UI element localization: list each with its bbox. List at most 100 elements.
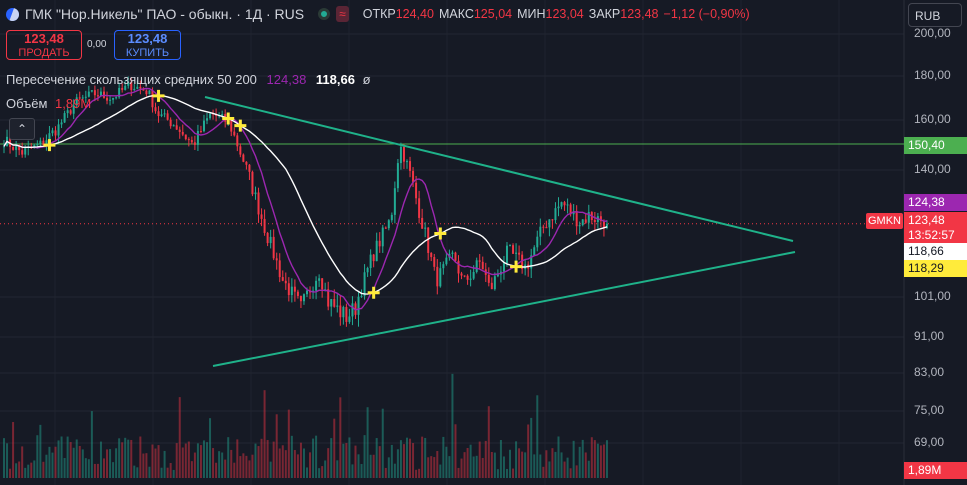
volume-bar xyxy=(575,465,578,478)
candle-body xyxy=(351,303,354,317)
volume-bar xyxy=(57,440,60,478)
volume-bar xyxy=(24,467,27,478)
symbol-title[interactable]: ГМК "Нор.Никель" ПАО - обыкн. · 1Д · RUS xyxy=(25,6,305,22)
candle-body xyxy=(60,122,63,125)
candle-body xyxy=(154,107,157,112)
volume-bar xyxy=(209,418,212,478)
volume-bar xyxy=(590,437,593,478)
candle-body xyxy=(63,113,66,123)
candle-body xyxy=(196,131,199,145)
candle-body xyxy=(178,129,181,132)
trendline-lower xyxy=(212,251,796,367)
candle-body xyxy=(366,268,369,273)
volume-bar xyxy=(551,448,554,478)
candle-body xyxy=(45,140,48,145)
buy-button[interactable]: 123,48 КУПИТЬ xyxy=(114,30,181,60)
candle-body xyxy=(412,170,415,183)
trendline-upper xyxy=(204,96,794,242)
candle-body xyxy=(57,124,60,136)
candle-body xyxy=(136,86,139,89)
candle-body xyxy=(184,134,187,140)
candle-body xyxy=(515,252,518,254)
volume-bar xyxy=(81,449,84,478)
volume-bar xyxy=(93,463,96,478)
candle-body xyxy=(472,272,475,279)
candle-body xyxy=(221,114,224,116)
candle-body xyxy=(518,252,521,255)
volume-bar xyxy=(112,462,115,478)
volume-bar xyxy=(463,452,466,478)
candle-body xyxy=(427,227,430,253)
volume-bar xyxy=(142,453,145,478)
candle-body xyxy=(454,252,457,261)
volume-bar xyxy=(6,443,9,478)
candle-body xyxy=(36,144,39,146)
volume-bar xyxy=(18,461,21,478)
candle-body xyxy=(9,136,12,147)
candle-body xyxy=(424,227,427,229)
volume-bar xyxy=(381,408,384,478)
volume-bar xyxy=(457,467,460,478)
price-axis-tick: 75,00 xyxy=(914,403,945,417)
volume-bar xyxy=(15,463,18,478)
volume-bar xyxy=(448,456,451,478)
indicator-legend[interactable]: Пересечение скользящих средних 50 200 12… xyxy=(6,72,371,87)
candle-body xyxy=(3,146,5,148)
candle-body xyxy=(315,280,318,291)
candle-body xyxy=(90,90,93,92)
indicator-fast-value: 124,38 xyxy=(266,72,307,87)
volume-bar xyxy=(69,442,72,478)
candle-body xyxy=(605,223,608,228)
volume-bar xyxy=(87,459,90,478)
candle-body xyxy=(263,218,266,233)
candle-body xyxy=(166,113,169,120)
volume-bar xyxy=(99,441,102,478)
cross-marker xyxy=(152,89,165,102)
volume-bar xyxy=(151,444,154,478)
sell-button[interactable]: 123,48 ПРОДАТЬ xyxy=(6,30,82,60)
volume-bar xyxy=(405,437,408,478)
candle-body xyxy=(151,90,154,108)
volume-bar xyxy=(269,461,272,478)
currency-select[interactable]: RUB xyxy=(908,3,962,27)
volume-legend[interactable]: Объём 1,89M xyxy=(6,96,91,111)
volume-bar xyxy=(215,462,218,478)
volume-bar xyxy=(509,449,512,478)
volume-bar xyxy=(106,449,109,478)
candle-body xyxy=(118,87,121,98)
volume-bar xyxy=(263,390,266,478)
wave-icon[interactable]: ≈ xyxy=(336,6,349,22)
candle-body xyxy=(187,139,190,141)
volume-bar xyxy=(51,452,54,478)
volume-bar xyxy=(512,468,515,478)
volume-bar xyxy=(178,397,181,478)
volume-bar xyxy=(490,451,493,478)
volume-bar xyxy=(172,469,175,478)
volume-bar xyxy=(460,458,463,478)
volume-bar xyxy=(124,437,127,478)
close-price-tag: 123,48 xyxy=(904,212,967,229)
candle-body xyxy=(533,247,536,256)
volume-bar xyxy=(281,445,284,478)
candle-body xyxy=(96,95,99,97)
candle-body xyxy=(293,286,296,292)
candle-body xyxy=(48,133,51,141)
volume-bar xyxy=(375,438,378,478)
volume-bar xyxy=(369,454,372,478)
volume-bar xyxy=(360,464,363,478)
candle-body xyxy=(399,146,402,164)
chevron-up-icon[interactable]: ⌃ xyxy=(9,118,35,140)
high-label: МАКС xyxy=(438,7,474,21)
volume-bar xyxy=(445,446,448,478)
volume-tag: 1,89M xyxy=(904,462,967,479)
candle-body xyxy=(593,220,596,223)
volume-bar xyxy=(572,440,575,478)
countdown-tag: 13:52:57 xyxy=(904,227,967,244)
sell-price: 123,48 xyxy=(24,31,64,46)
volume-bar xyxy=(412,443,415,478)
volume-bar xyxy=(202,440,205,478)
candle-body xyxy=(578,225,581,227)
volume-bar xyxy=(266,440,269,478)
candle-body xyxy=(375,240,378,262)
